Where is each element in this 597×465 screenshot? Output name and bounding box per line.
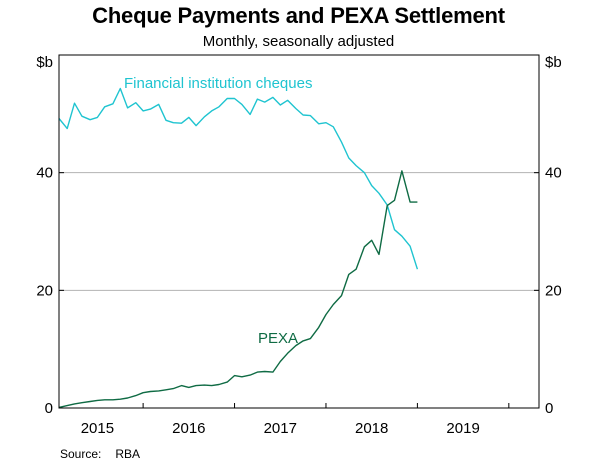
x-tick-label-2016: 2016: [172, 420, 205, 437]
y-unit-label-left: $b: [36, 54, 53, 71]
series-label-pexa: PEXA: [258, 330, 298, 347]
series-lines: [58, 87, 419, 409]
x-tick-label-2015: 2015: [81, 420, 114, 437]
x-tick-label-2017: 2017: [264, 420, 297, 437]
x-tick-label-2019: 2019: [446, 420, 479, 437]
y-tick-label-left-0: 0: [45, 400, 53, 417]
source-value: RBA: [115, 447, 141, 461]
y-tick-label-right-40: 40: [545, 165, 562, 182]
axes: 0 0 20 20 40 40 $b $b 2015 2016 2017 2018 2019: [36, 54, 561, 437]
y-tick-label-left-40: 40: [36, 165, 53, 182]
y-tick-label-right-20: 20: [545, 282, 562, 299]
plot-frame: [58, 54, 540, 409]
y-unit-label-right: $b: [545, 54, 562, 71]
source-note: Source: RBA: [60, 447, 140, 461]
series-labels: Financial institution cheques PEXA: [124, 75, 312, 347]
source-label: Source:: [60, 447, 102, 461]
gridlines: [59, 172, 539, 291]
y-tick-label-right-0: 0: [545, 400, 553, 417]
y-tick-label-left-20: 20: [36, 282, 53, 299]
series-line-financial-institution-cheques: [58, 87, 419, 270]
chart-subtitle: Monthly, seasonally adjusted: [202, 33, 395, 50]
x-tick-label-2018: 2018: [355, 420, 388, 437]
series-label-financial-institution-cheques: Financial institution cheques: [124, 75, 312, 92]
series-line-pexa: [58, 170, 418, 409]
chart-title: Cheque Payments and PEXA Settlement: [92, 3, 505, 28]
